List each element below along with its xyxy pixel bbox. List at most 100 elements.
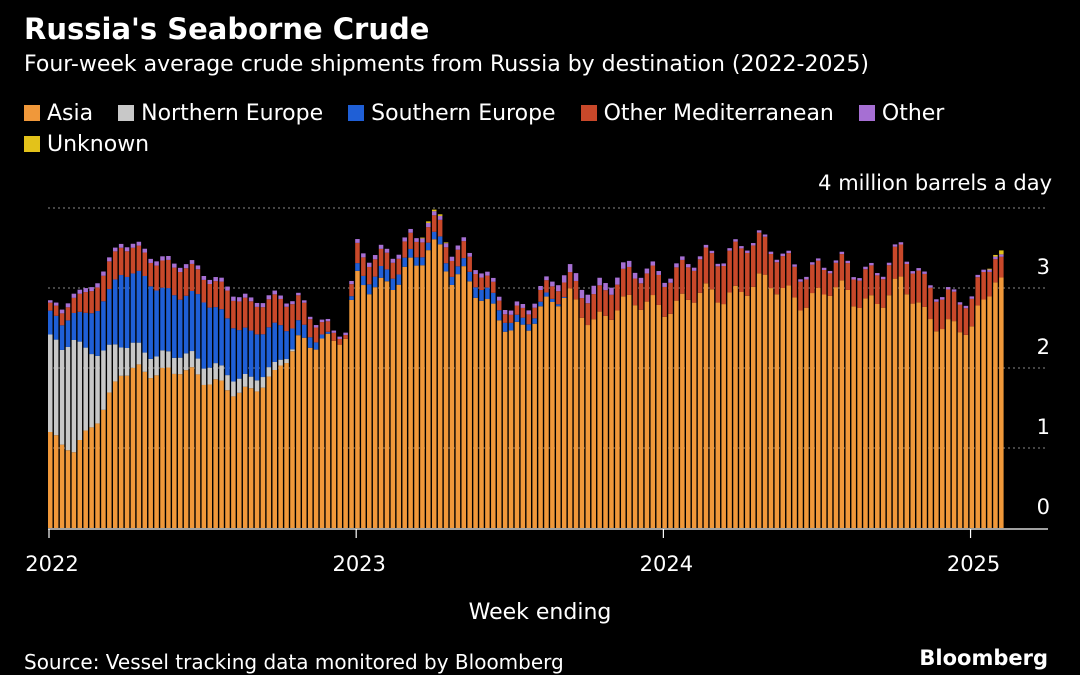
- bar-other-mediterranean-week-76: [496, 300, 502, 311]
- bar-other-mediterranean-week-34: [248, 301, 254, 331]
- bar-southern-europe-week-28: [213, 307, 218, 364]
- bar-southern-europe-week-16: [142, 276, 148, 353]
- bar-southern-europe-week-12: [118, 275, 124, 348]
- bar-other-week-65: [431, 211, 437, 216]
- bar-other-week-66: [437, 215, 443, 220]
- bar-other-week-147: [916, 268, 921, 271]
- bar-other-mediterranean-week-30: [225, 290, 230, 319]
- bar-other-mediterranean-week-58: [390, 262, 396, 279]
- bar-northern-europe-week-18: [154, 356, 159, 376]
- bar-other-mediterranean-week-4: [71, 297, 77, 313]
- legend-item-northern-europe: Northern Europe: [118, 98, 323, 129]
- bar-northern-europe-week-17: [148, 358, 153, 379]
- bar-northern-europe-week-29: [219, 365, 224, 381]
- bar-other-mediterranean-week-121: [762, 236, 768, 275]
- bar-southern-europe-week-36: [260, 334, 266, 378]
- bar-asia-week-44: [307, 347, 313, 528]
- bar-other-week-99: [632, 272, 638, 279]
- bar-other-week-23: [183, 264, 189, 269]
- bar-other-week-36: [260, 303, 266, 308]
- bar-other-mediterranean-week-122: [768, 254, 774, 289]
- bar-other-week-17: [148, 258, 153, 263]
- bar-other-week-46: [319, 319, 325, 323]
- bar-unknown-week-66: [437, 214, 443, 216]
- bar-other-week-7: [89, 287, 94, 292]
- bar-asia-week-160: [993, 282, 998, 528]
- bar-other-week-82: [532, 303, 537, 308]
- bar-other-mediterranean-week-39: [278, 298, 283, 326]
- bar-other-week-90: [579, 289, 585, 299]
- bar-other-mediterranean-week-154: [957, 304, 963, 333]
- bar-other-week-94: [603, 283, 608, 291]
- bar-southern-europe-week-51: [349, 296, 354, 300]
- legend-label-unknown: Unknown: [47, 132, 150, 157]
- bar-other-mediterranean-week-84: [544, 280, 549, 293]
- bar-asia-week-50: [343, 338, 348, 528]
- bar-asia-week-109: [691, 302, 697, 528]
- bar-other-week-111: [703, 244, 709, 248]
- bar-other-week-101: [644, 268, 650, 274]
- bar-southern-europe-week-52: [355, 263, 360, 271]
- bar-other-mediterranean-week-28: [213, 281, 218, 308]
- bar-other-week-129: [810, 262, 815, 265]
- bar-other-mediterranean-week-95: [609, 294, 614, 320]
- bar-other-mediterranean-week-86: [556, 291, 561, 305]
- bar-other-week-24: [189, 260, 195, 264]
- bar-other-week-95: [609, 287, 614, 295]
- bar-asia-week-96: [615, 310, 620, 528]
- bar-other-mediterranean-week-3: [65, 307, 71, 321]
- bar-asia-week-145: [904, 294, 910, 528]
- legend-swatch-unknown: [24, 136, 40, 152]
- bar-northern-europe-week-0: [48, 334, 53, 432]
- bar-northern-europe-week-7: [89, 354, 94, 428]
- bar-other-week-13: [124, 247, 130, 252]
- bar-asia-week-31: [231, 396, 236, 528]
- bar-other-mediterranean-week-145: [904, 264, 910, 295]
- bar-asia-week-123: [774, 294, 780, 528]
- y-tick-label-1: 1: [1037, 415, 1050, 439]
- bar-southern-europe-week-29: [219, 309, 224, 366]
- bar-other-mediterranean-week-43: [302, 302, 307, 325]
- bar-northern-europe-week-25: [195, 358, 201, 375]
- bar-asia-week-141: [880, 307, 886, 528]
- bar-other-week-50: [343, 332, 348, 336]
- bar-other-week-68: [449, 256, 455, 261]
- bar-asia-week-88: [567, 288, 573, 528]
- bar-unknown-week-160: [993, 254, 998, 257]
- bar-asia-week-1: [53, 435, 59, 528]
- bar-asia-week-97: [621, 296, 626, 528]
- bar-southern-europe-week-57: [384, 269, 390, 282]
- bar-other-week-20: [166, 256, 171, 260]
- bar-asia-week-77: [502, 331, 508, 528]
- bar-other-week-93: [597, 277, 602, 286]
- bar-northern-europe-week-3: [65, 346, 71, 451]
- bar-other-week-67: [443, 243, 449, 248]
- bar-asia-week-14: [130, 367, 136, 528]
- bar-other-mediterranean-week-148: [922, 273, 927, 307]
- bar-asia-week-157: [975, 305, 980, 528]
- bar-southern-europe-week-73: [479, 290, 484, 301]
- legend-item-asia: Asia: [24, 98, 93, 129]
- bar-other-mediterranean-week-16: [142, 252, 148, 276]
- bar-asia-week-55: [372, 287, 378, 528]
- bar-asia-week-92: [591, 319, 596, 528]
- bar-other-mediterranean-week-146: [910, 273, 915, 304]
- bar-other-mediterranean-week-46: [319, 322, 325, 335]
- bar-southern-europe-week-85: [550, 298, 555, 302]
- bar-other-mediterranean-week-49: [337, 338, 342, 345]
- bar-other-week-74: [485, 271, 490, 276]
- bar-other-week-134: [839, 251, 845, 255]
- bar-asia-week-122: [768, 288, 774, 528]
- bar-other-mediterranean-week-125: [786, 253, 791, 286]
- bar-other-mediterranean-week-65: [431, 215, 437, 232]
- x-tick-label-2025: 2025: [947, 552, 1000, 576]
- bar-other-week-143: [892, 244, 898, 247]
- bar-asia-week-27: [207, 384, 213, 528]
- bar-other-mediterranean-week-102: [650, 265, 656, 296]
- bar-other-week-14: [130, 243, 136, 248]
- bar-asia-week-40: [284, 363, 289, 528]
- bar-other-week-40: [284, 303, 289, 307]
- bar-asia-week-25: [195, 374, 201, 528]
- bar-other-mediterranean-week-158: [981, 272, 986, 300]
- bar-asia-week-17: [148, 378, 153, 528]
